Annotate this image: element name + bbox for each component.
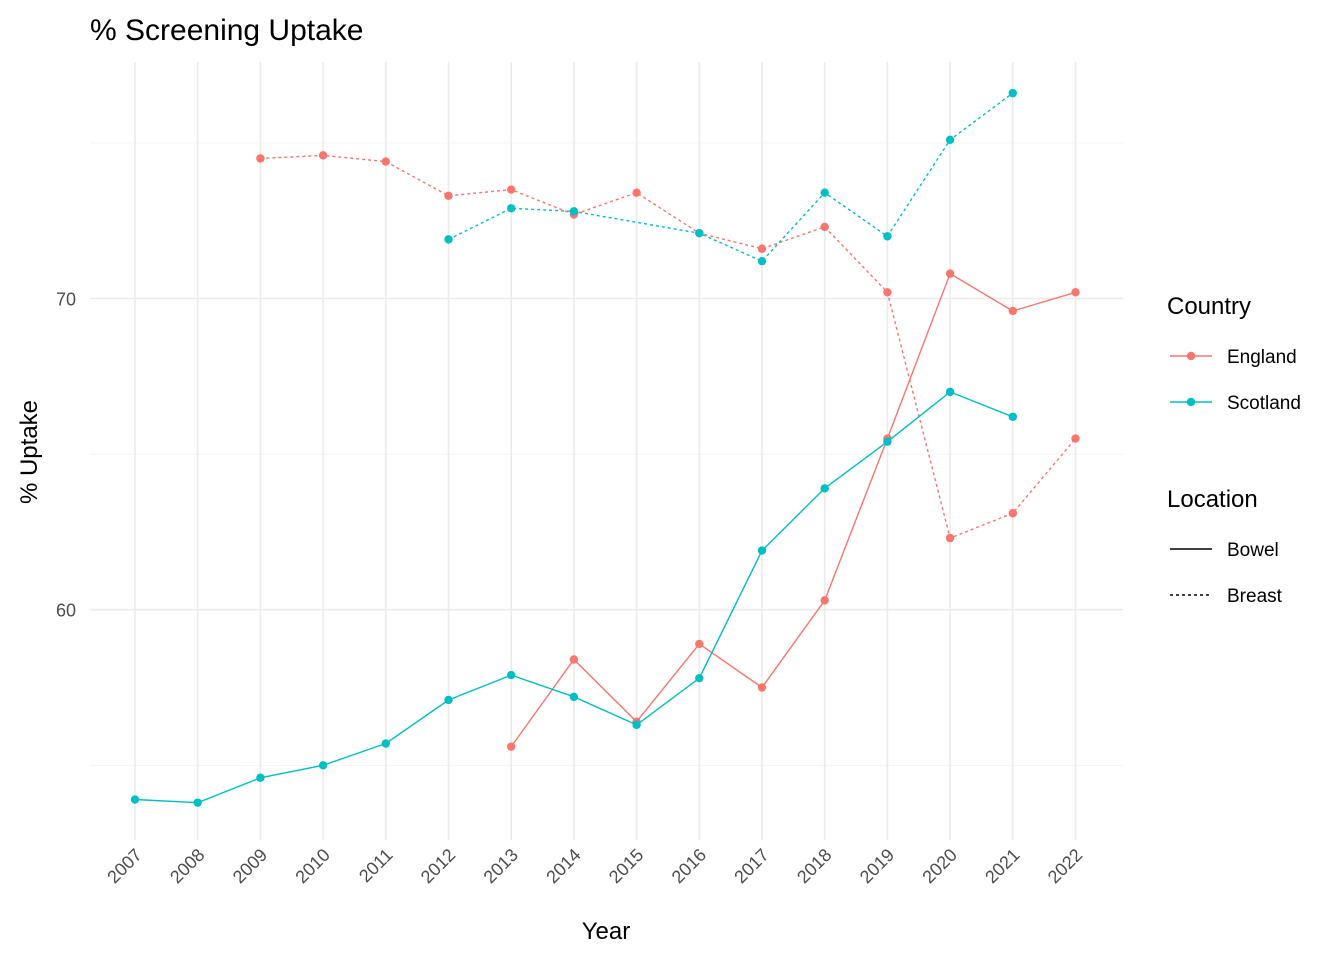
- x-tick-label: 2007: [103, 845, 145, 887]
- legend-label: England: [1227, 347, 1297, 368]
- x-tick-label: 2016: [668, 845, 710, 887]
- x-tick-label: 2008: [166, 845, 208, 887]
- legend-item-england: England: [1170, 347, 1297, 368]
- data-point: [1008, 412, 1017, 421]
- data-point: [444, 235, 453, 244]
- data-point: [1008, 509, 1017, 518]
- data-point: [444, 695, 453, 705]
- data-point: [507, 204, 516, 213]
- data-point: [444, 191, 453, 201]
- x-tick-label: 2019: [856, 845, 898, 887]
- y-tick-label: 60: [56, 601, 76, 621]
- data-point: [632, 188, 641, 197]
- data-point: [1008, 306, 1017, 316]
- x-tick-label: 2011: [355, 845, 397, 887]
- legend-title-country: Country: [1167, 293, 1251, 320]
- series-line: [448, 92, 1014, 263]
- data-point: [507, 185, 516, 194]
- data-point: [757, 683, 767, 692]
- x-tick-label: 2017: [730, 845, 772, 887]
- data-point: [883, 437, 892, 446]
- data-point: [507, 670, 516, 680]
- data-point: [820, 188, 829, 197]
- x-tick-label: 2014: [542, 845, 584, 887]
- legend-label: Breast: [1227, 586, 1283, 607]
- legend-label: Scotland: [1227, 393, 1301, 414]
- x-tick-label: 2015: [605, 845, 647, 887]
- data-point: [1071, 434, 1080, 443]
- data-point: [569, 207, 579, 216]
- data-point: [507, 742, 516, 751]
- series-line: [510, 272, 1076, 748]
- y-tick-label: 70: [56, 290, 76, 310]
- data-point: [820, 596, 829, 605]
- data-point: [945, 533, 955, 543]
- legend-title-location: Location: [1167, 486, 1258, 513]
- data-point: [632, 720, 641, 730]
- data-point: [569, 655, 579, 664]
- data-point: [256, 773, 265, 782]
- data-point: [883, 232, 892, 241]
- data-point: [256, 154, 265, 163]
- x-tick-label: 2021: [981, 845, 1023, 887]
- legend-key-point: [1186, 351, 1196, 361]
- x-axis-title: Year: [582, 918, 631, 945]
- x-tick-label: 2022: [1044, 845, 1086, 887]
- data-point: [820, 222, 829, 232]
- x-tick-label: 2009: [229, 845, 271, 887]
- data-point: [945, 135, 955, 144]
- data-point: [757, 256, 767, 266]
- x-tick-label: 2010: [291, 845, 333, 887]
- series-england-bowel: [507, 269, 1080, 751]
- series-scotland-breast: [444, 88, 1017, 266]
- series-layer: [130, 88, 1080, 807]
- data-point: [1008, 88, 1017, 98]
- data-point: [757, 546, 767, 555]
- series-scotland-bowel: [130, 387, 1017, 807]
- x-tick-label: 2012: [417, 845, 459, 887]
- data-point: [945, 387, 955, 397]
- x-axis-ticks: 2007 2008 2009 2010 2011 2012 2013 2014 2015 2016…: [103, 845, 1086, 887]
- legend-item-scotland: Scotland: [1170, 393, 1301, 414]
- legend: Country England Scotland Location Bowel Breas…: [1167, 293, 1301, 607]
- series-england-breast: [256, 151, 1080, 543]
- x-tick-label: 2013: [480, 845, 522, 887]
- chart-title: % Screening Uptake: [90, 14, 364, 47]
- y-axis-ticks: 60 70: [56, 290, 76, 621]
- data-point: [820, 484, 829, 493]
- data-point: [193, 798, 202, 807]
- legend-item-bowel: Bowel: [1170, 540, 1279, 561]
- legend-key-point: [1186, 397, 1196, 407]
- y-axis-title: % Uptake: [16, 400, 43, 504]
- legend-item-breast: Breast: [1170, 586, 1283, 607]
- data-point: [757, 244, 767, 253]
- data-point: [695, 673, 704, 683]
- data-point: [381, 739, 390, 748]
- data-point: [945, 269, 955, 278]
- data-point: [318, 761, 328, 770]
- grid-layer: [90, 62, 1123, 840]
- data-point: [569, 692, 579, 702]
- data-point: [130, 795, 140, 804]
- data-point: [318, 151, 328, 160]
- data-point: [381, 157, 390, 166]
- series-line: [260, 154, 1077, 540]
- legend-label: Bowel: [1227, 540, 1279, 561]
- data-point: [695, 228, 704, 238]
- x-tick-label: 2018: [793, 845, 835, 887]
- x-tick-label: 2020: [918, 845, 960, 887]
- data-point: [1071, 288, 1080, 297]
- data-point: [695, 639, 704, 649]
- data-point: [883, 288, 892, 297]
